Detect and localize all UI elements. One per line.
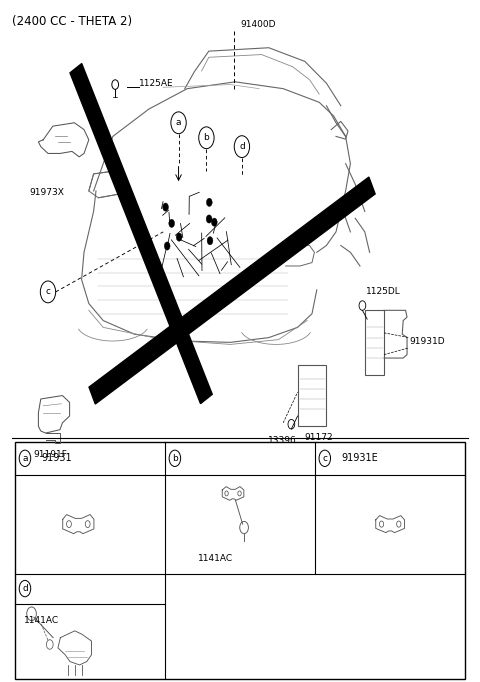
FancyBboxPatch shape <box>365 310 384 375</box>
Text: 13396: 13396 <box>268 436 297 445</box>
Text: b: b <box>204 133 209 143</box>
Text: 1141AC: 1141AC <box>24 616 59 625</box>
Text: a: a <box>176 118 181 128</box>
Circle shape <box>207 237 213 245</box>
Text: d: d <box>22 584 28 593</box>
Text: 1141AC: 1141AC <box>198 554 233 563</box>
Circle shape <box>206 215 212 223</box>
Text: 91191F: 91191F <box>34 450 68 459</box>
Text: c: c <box>46 287 50 297</box>
Text: d: d <box>239 142 245 151</box>
Text: (2400 CC - THETA 2): (2400 CC - THETA 2) <box>12 15 132 28</box>
FancyBboxPatch shape <box>15 442 465 679</box>
Circle shape <box>169 220 175 228</box>
Circle shape <box>206 198 212 207</box>
FancyBboxPatch shape <box>298 365 326 426</box>
Text: c: c <box>322 454 327 463</box>
Text: 91931D: 91931D <box>409 336 444 346</box>
Circle shape <box>164 242 170 250</box>
Circle shape <box>176 233 182 241</box>
Text: 91931: 91931 <box>42 454 72 463</box>
Text: b: b <box>172 454 178 463</box>
Text: 1125AE: 1125AE <box>139 78 174 88</box>
Polygon shape <box>89 170 122 198</box>
Text: 91172: 91172 <box>305 433 334 442</box>
Circle shape <box>163 203 168 211</box>
Text: 91931E: 91931E <box>342 454 378 463</box>
Circle shape <box>211 218 217 226</box>
Text: 1125DL: 1125DL <box>366 287 400 296</box>
Text: 91400D: 91400D <box>240 20 276 29</box>
Text: a: a <box>22 454 28 463</box>
Polygon shape <box>89 177 375 404</box>
Text: 91973X: 91973X <box>30 188 65 197</box>
Polygon shape <box>70 63 212 404</box>
Polygon shape <box>38 396 70 433</box>
